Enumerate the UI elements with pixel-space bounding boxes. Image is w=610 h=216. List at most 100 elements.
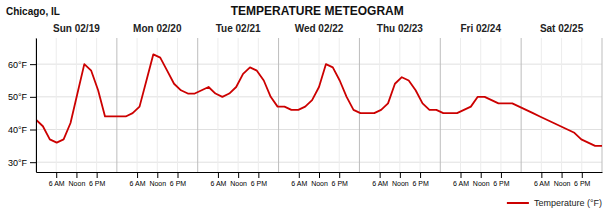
- y-tick-label: 60°F: [8, 60, 28, 70]
- y-axis-line: [36, 39, 37, 173]
- legend: Temperature (°F): [507, 198, 602, 208]
- x-grid-line: [561, 38, 562, 172]
- chart-svg: 6 AMNoon6 PM6 AMNoon6 PM6 AMNoon6 PM6 AM…: [0, 0, 610, 216]
- y-tick: 50°F: [8, 92, 36, 102]
- y-tick: 60°F: [8, 60, 36, 70]
- temperature-line: [36, 54, 602, 146]
- x-tick: 6 PM: [574, 172, 591, 187]
- x-grid-line: [500, 38, 501, 172]
- x-tick: Noon: [554, 172, 571, 187]
- day-label: Thu 02/23: [377, 23, 424, 34]
- x-grid-line: [420, 38, 421, 172]
- x-tick-label: 6 AM: [372, 180, 388, 187]
- x-tick-mark: [339, 172, 340, 178]
- x-tick-label: Noon: [69, 180, 86, 187]
- y-tick-label: 40°F: [8, 125, 28, 135]
- x-tick-mark: [157, 172, 158, 178]
- subtitle: Chicago, IL: [6, 6, 60, 17]
- x-tick-mark: [137, 172, 138, 178]
- x-tick: 6 PM: [251, 172, 268, 187]
- x-tick-label: 6 AM: [49, 180, 65, 187]
- x-tick-mark: [258, 172, 259, 178]
- x-grid-line: [137, 38, 138, 172]
- x-tick-label: 6 AM: [453, 180, 469, 187]
- x-tick: 6 PM: [89, 172, 106, 187]
- x-grid-line: [56, 38, 57, 172]
- x-tick: Noon: [149, 172, 166, 187]
- x-grid-line: [76, 38, 77, 172]
- x-tick-mark: [299, 172, 300, 178]
- day-label: Sat 02/25: [540, 23, 584, 34]
- y-tick-label: 50°F: [8, 92, 28, 102]
- series-group: [36, 54, 602, 146]
- legend-label: Temperature (°F): [534, 198, 602, 208]
- x-tick: Noon: [473, 172, 490, 187]
- x-tick-label: Noon: [392, 180, 409, 187]
- y-tick-mark: [30, 162, 36, 163]
- x-tick: Noon: [311, 172, 328, 187]
- x-grid-line: [379, 38, 380, 172]
- x-tick: 6 AM: [130, 172, 146, 187]
- x-tick-label: 6 PM: [170, 180, 187, 187]
- x-tick-mark: [420, 172, 421, 178]
- x-tick-mark: [76, 172, 77, 178]
- x-tick-label: 6 AM: [291, 180, 307, 187]
- x-tick-label: Noon: [554, 180, 571, 187]
- day-separator: [602, 38, 603, 172]
- day-separator: [278, 38, 279, 172]
- x-tick-mark: [218, 172, 219, 178]
- legend-swatch: [507, 202, 529, 204]
- x-tick-mark: [582, 172, 583, 178]
- y-tick-mark: [30, 130, 36, 131]
- x-tick-mark: [400, 172, 401, 178]
- day-label: Fri 02/24: [460, 23, 501, 34]
- x-tick: Noon: [392, 172, 409, 187]
- x-tick-label: 6 AM: [534, 180, 550, 187]
- x-tick: 6 PM: [412, 172, 429, 187]
- day-separator: [359, 38, 360, 172]
- x-tick: 6 AM: [291, 172, 307, 187]
- x-grid-line: [319, 38, 320, 172]
- x-tick: Noon: [69, 172, 86, 187]
- y-tick: 30°F: [8, 158, 36, 168]
- y-axis: 30°F 40°F 50°F 60°F: [8, 39, 37, 173]
- day-separators: [36, 38, 602, 172]
- x-grid-line: [460, 38, 461, 172]
- x-grid-line: [480, 38, 481, 172]
- x-grid-line: [238, 38, 239, 172]
- x-tick-label: 6 AM: [210, 180, 226, 187]
- x-grid-line: [399, 38, 400, 172]
- day-separator: [36, 38, 37, 172]
- y-tick-label: 30°F: [8, 158, 28, 168]
- x-tick: 6 AM: [49, 172, 65, 187]
- x-tick-mark: [178, 172, 179, 178]
- day-separator: [197, 38, 198, 172]
- x-tick-label: 6 AM: [130, 180, 146, 187]
- x-grid-line: [157, 38, 158, 172]
- x-grid-line: [258, 38, 259, 172]
- plot-area: 6 AMNoon6 PM6 AMNoon6 PM6 AMNoon6 PM6 AM…: [8, 38, 603, 187]
- x-grid-line: [298, 38, 299, 172]
- x-tick-mark: [501, 172, 502, 178]
- x-grid-line: [177, 38, 178, 172]
- day-label: Wed 02/22: [295, 23, 344, 34]
- x-tick-label: 6 PM: [412, 180, 429, 187]
- x-tick-label: 6 PM: [89, 180, 106, 187]
- x-grid-line: [541, 38, 542, 172]
- x-tick-label: 6 PM: [332, 180, 349, 187]
- x-tick: 6 AM: [453, 172, 469, 187]
- x-tick-label: Noon: [311, 180, 328, 187]
- x-tick-label: Noon: [230, 180, 247, 187]
- day-label: Mon 02/20: [133, 23, 182, 34]
- x-grid-line: [581, 38, 582, 172]
- x-tick-mark: [380, 172, 381, 178]
- legend-item: Temperature (°F): [507, 198, 602, 208]
- x-tick-mark: [481, 172, 482, 178]
- day-separator: [116, 38, 117, 172]
- x-tick-label: 6 PM: [574, 180, 591, 187]
- x-tick-mark: [461, 172, 462, 178]
- x-tick-mark: [238, 172, 239, 178]
- x-axis: 6 AMNoon6 PM6 AMNoon6 PM6 AMNoon6 PM6 AM…: [37, 172, 603, 187]
- x-grid-line: [96, 38, 97, 172]
- x-tick-mark: [319, 172, 320, 178]
